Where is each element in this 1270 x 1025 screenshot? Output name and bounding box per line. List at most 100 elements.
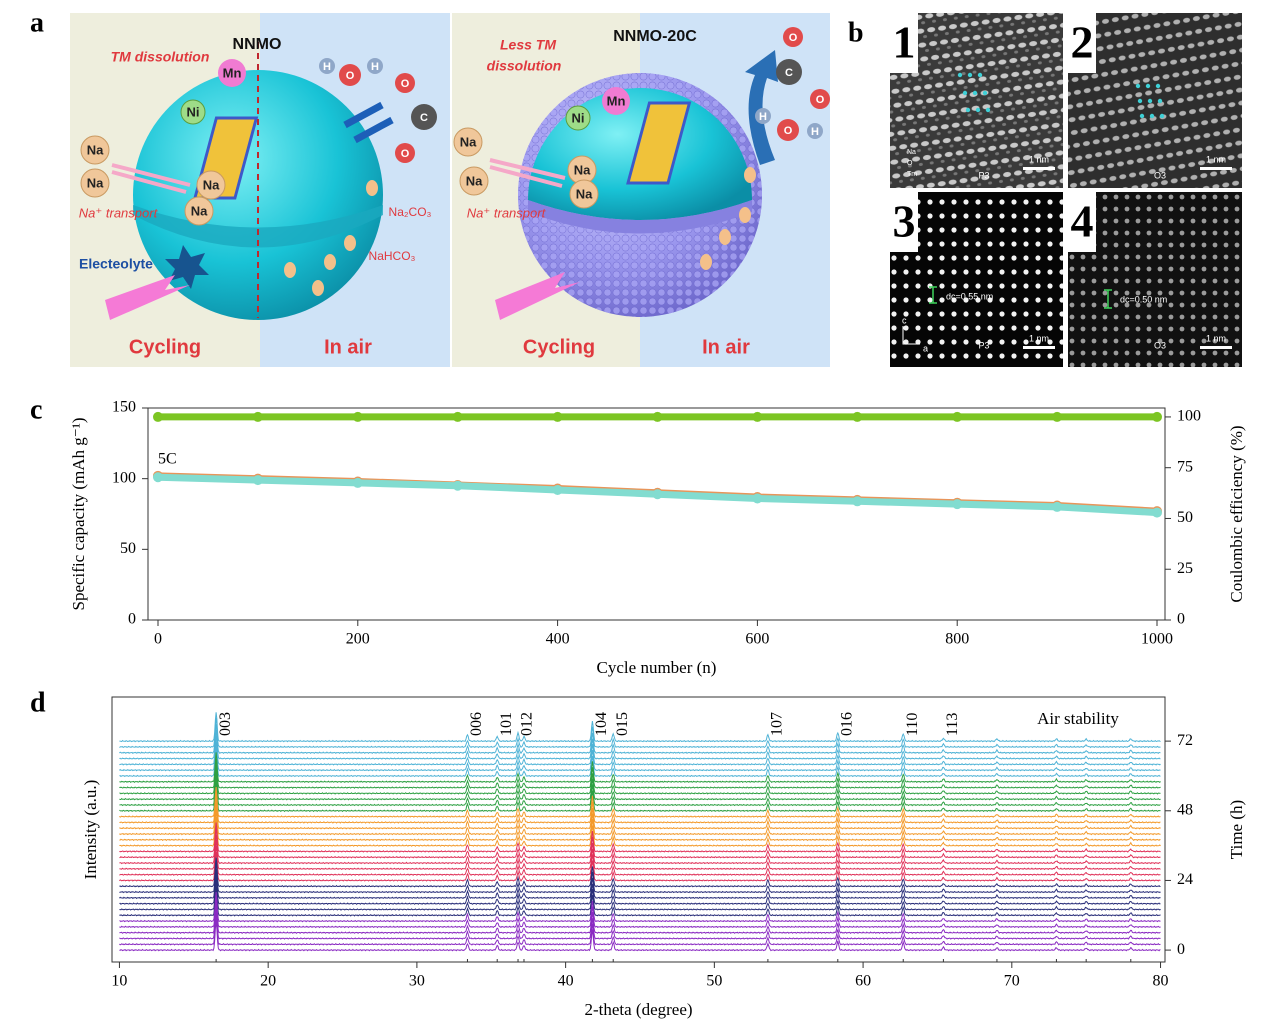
ion [218, 59, 246, 87]
pattern-curve [119, 886, 1161, 917]
phase: P3 [978, 170, 989, 180]
panel-number: 1 [893, 17, 916, 68]
peak-label: 012 [519, 712, 536, 736]
label: Na [203, 177, 220, 192]
label: Na [576, 186, 593, 201]
label: NNMO [233, 36, 282, 53]
x-tick-label: 400 [546, 631, 570, 648]
atom: O [816, 94, 825, 106]
label: Na [87, 175, 104, 190]
x-axis-label: 2-theta (degree) [584, 1000, 692, 1019]
atom: C [785, 67, 793, 79]
pattern-curve [119, 909, 1161, 940]
pattern-curve [119, 717, 1161, 749]
axis: c [902, 315, 907, 325]
atom: O [346, 70, 355, 82]
point [452, 480, 463, 491]
peak-label: 113 [944, 713, 961, 736]
label: Na [191, 203, 208, 218]
pattern-curve [119, 920, 1161, 952]
micrograph [1068, 192, 1242, 367]
label: Na⁺ transport [79, 205, 159, 220]
label: NaHCO₃ [369, 249, 416, 263]
ion [602, 87, 630, 115]
phase: O3 [1154, 340, 1166, 350]
pattern-curve [119, 775, 1161, 807]
phase: P3 [978, 340, 989, 350]
annotations: 1 nm 1 nm 1 nm 1 nm P3 O3 P3 O3 dc=0.55 … [902, 149, 1232, 353]
pattern-curve [119, 810, 1161, 842]
label: Cycling [129, 336, 201, 358]
ions [80, 135, 226, 226]
pattern-curve [119, 839, 1161, 871]
pattern-curve [119, 880, 1161, 911]
pattern-curve [119, 769, 1161, 801]
point [152, 411, 163, 422]
point [1152, 507, 1163, 518]
point [352, 411, 363, 422]
label: Cycling [523, 336, 595, 358]
y-tick-label: 50 [120, 540, 136, 557]
arrow [343, 101, 394, 144]
pattern-curve [119, 822, 1161, 853]
point [752, 411, 763, 422]
panel-number: 2 [1071, 17, 1094, 68]
spacing-marker [929, 286, 1112, 309]
molecules [755, 27, 830, 141]
label: Electeolyte [79, 256, 153, 272]
label: Na [574, 162, 591, 177]
atom: H [371, 61, 379, 73]
pattern-curve [119, 857, 1161, 888]
pattern-curve [119, 828, 1161, 859]
pattern-curve [119, 746, 1161, 778]
label: Na [466, 173, 483, 188]
y2-tick-label: 24 [1177, 871, 1193, 888]
label: Na [460, 134, 477, 149]
atom: H [323, 61, 331, 73]
particles [284, 180, 378, 296]
scale-bar: 1 nm [1029, 154, 1049, 164]
pattern-curve [119, 781, 1161, 813]
y-axis-label: Intensity (a.u.) [81, 780, 100, 880]
axes-arrow [902, 326, 920, 345]
scale-bar: 1 nm [1029, 333, 1049, 343]
pattern-curve [119, 786, 1161, 818]
structure [626, 101, 692, 185]
panel-number: 3 [893, 196, 916, 247]
pattern-curve [119, 724, 1161, 755]
pattern-curve [119, 862, 1161, 894]
plot-frame [147, 407, 1166, 621]
panel-a-right: Less TM dissolution NNMO-20C Mn Ni Na Na… [452, 13, 830, 367]
point [252, 475, 263, 486]
point [452, 411, 463, 422]
x-tick-label: 20 [260, 973, 276, 990]
x-tick-label: 30 [409, 973, 425, 990]
pattern-curve [119, 897, 1161, 929]
legend: O [907, 160, 913, 167]
peak-label: 110 [904, 713, 921, 736]
x-tick-label: 200 [346, 631, 370, 648]
arrow [111, 163, 191, 194]
panel-label: a [30, 7, 44, 38]
x-tick-label: 50 [706, 973, 722, 990]
atom: O [401, 148, 410, 160]
y-tick-label: 150 [112, 399, 136, 416]
number-boxes [890, 13, 1096, 252]
label: NNMO-20C [613, 28, 697, 45]
atom: O [789, 32, 798, 44]
label: Less TM [500, 37, 556, 53]
legend: Tm [907, 171, 917, 178]
x-tick-label: 80 [1153, 973, 1169, 990]
pattern-curve [119, 712, 1161, 743]
overlay-atoms [957, 72, 1165, 119]
label: In air [324, 336, 372, 358]
particle [133, 70, 383, 320]
atom: O [784, 125, 793, 137]
arrow [745, 50, 778, 165]
panel-a-left: TM dissolution NNMO Mn Ni Na Na Na Na Na… [70, 13, 450, 367]
point [352, 477, 363, 488]
peak-label: 003 [217, 712, 234, 736]
y2-tick-label: 48 [1177, 801, 1193, 818]
point [852, 496, 863, 507]
